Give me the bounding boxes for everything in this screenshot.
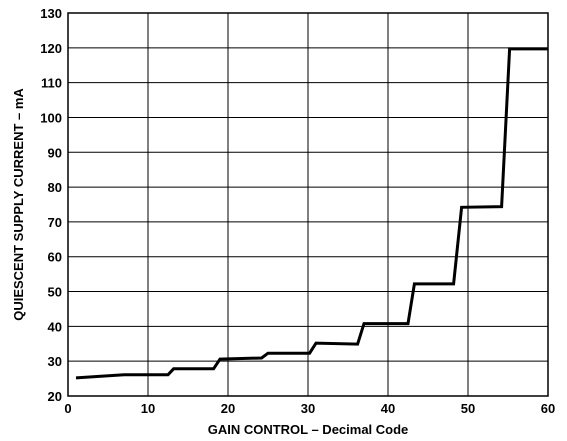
x-tick-label: 0 [64, 401, 71, 416]
y-axis-label: QUIESCENT SUPPLY CURRENT – mA [11, 88, 26, 321]
x-tick-label: 60 [541, 401, 555, 416]
plot-frame [67, 12, 549, 397]
y-tick-label: 40 [48, 319, 62, 334]
x-tick-label: 30 [301, 401, 315, 416]
y-tick-label: 50 [48, 285, 62, 300]
y-tick-label: 30 [48, 354, 62, 369]
x-tick-label: 20 [221, 401, 235, 416]
x-tick-label: 50 [461, 401, 475, 416]
y-tick-label: 80 [48, 180, 62, 195]
y-tick-label: 110 [41, 76, 62, 91]
series-line [75, 47, 548, 380]
y-tick-label: 130 [40, 6, 62, 21]
y-tick-label: 20 [48, 389, 62, 404]
y-tick-label: 70 [48, 215, 62, 230]
x-axis-label: GAIN CONTROL – Decimal Code [208, 422, 409, 437]
y-tick-label: 90 [48, 145, 62, 160]
x-tick-label: 10 [141, 401, 155, 416]
y-tick-label: 60 [48, 250, 62, 265]
grid [67, 12, 549, 397]
y-tick-label: 100 [40, 110, 62, 125]
x-tick-label: 40 [381, 401, 395, 416]
y-tick-label: 120 [40, 41, 62, 56]
tick-labels: 0 10 20 30 40 50 60 20 30 40 50 60 70 80 90 100 110 120 13… [40, 6, 555, 416]
